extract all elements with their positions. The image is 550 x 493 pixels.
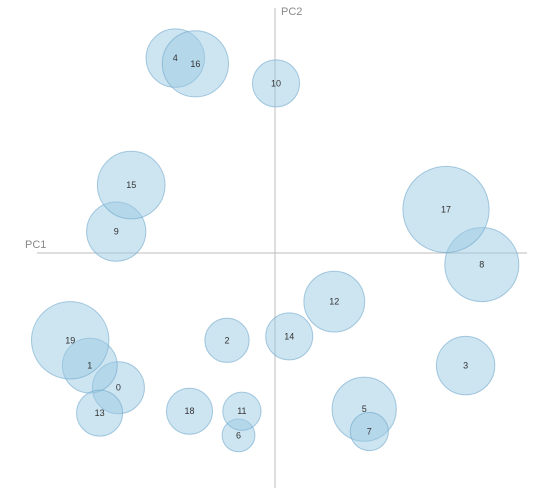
bubble-label-2: 2 bbox=[224, 335, 229, 345]
bubble-label-6: 6 bbox=[236, 430, 241, 440]
bubble-16 bbox=[161, 30, 229, 98]
bubble-11 bbox=[222, 391, 262, 431]
bubble-18 bbox=[166, 387, 213, 435]
bubble-label-0: 0 bbox=[116, 383, 121, 393]
bubble-label-19: 19 bbox=[65, 335, 75, 345]
bubble-label-15: 15 bbox=[126, 180, 136, 190]
bubble-2 bbox=[204, 317, 250, 363]
bubble-label-11: 11 bbox=[237, 406, 246, 416]
bubble-19 bbox=[30, 301, 110, 380]
bubble-label-7: 7 bbox=[367, 427, 372, 437]
bubble-label-4: 4 bbox=[173, 53, 178, 63]
bubble-3 bbox=[435, 335, 496, 396]
bubble-label-12: 12 bbox=[329, 297, 339, 307]
bubble-label-18: 18 bbox=[184, 406, 194, 416]
bubble-label-14: 14 bbox=[284, 331, 294, 341]
y-axis-label: PC2 bbox=[281, 6, 302, 18]
bubble-series bbox=[30, 28, 520, 453]
bubble-label-8: 8 bbox=[479, 260, 484, 270]
x-axis-label: PC1 bbox=[25, 239, 46, 251]
bubble-label-9: 9 bbox=[114, 227, 119, 237]
bubble-label-10: 10 bbox=[271, 78, 281, 88]
bubble-13 bbox=[76, 389, 124, 437]
bubble-label-3: 3 bbox=[463, 361, 468, 371]
bubble-12 bbox=[303, 270, 366, 333]
bubble-7 bbox=[349, 411, 389, 452]
bubble-label-17: 17 bbox=[441, 205, 451, 215]
bubble-10 bbox=[252, 59, 300, 108]
bubble-label-1: 1 bbox=[87, 361, 92, 371]
bubble-label-13: 13 bbox=[95, 408, 105, 418]
bubble-label-5: 5 bbox=[362, 404, 367, 414]
bubble-15 bbox=[96, 150, 166, 220]
bubble-label-16: 16 bbox=[190, 59, 200, 69]
bubble-14 bbox=[265, 312, 314, 361]
bubble-17 bbox=[402, 165, 490, 254]
